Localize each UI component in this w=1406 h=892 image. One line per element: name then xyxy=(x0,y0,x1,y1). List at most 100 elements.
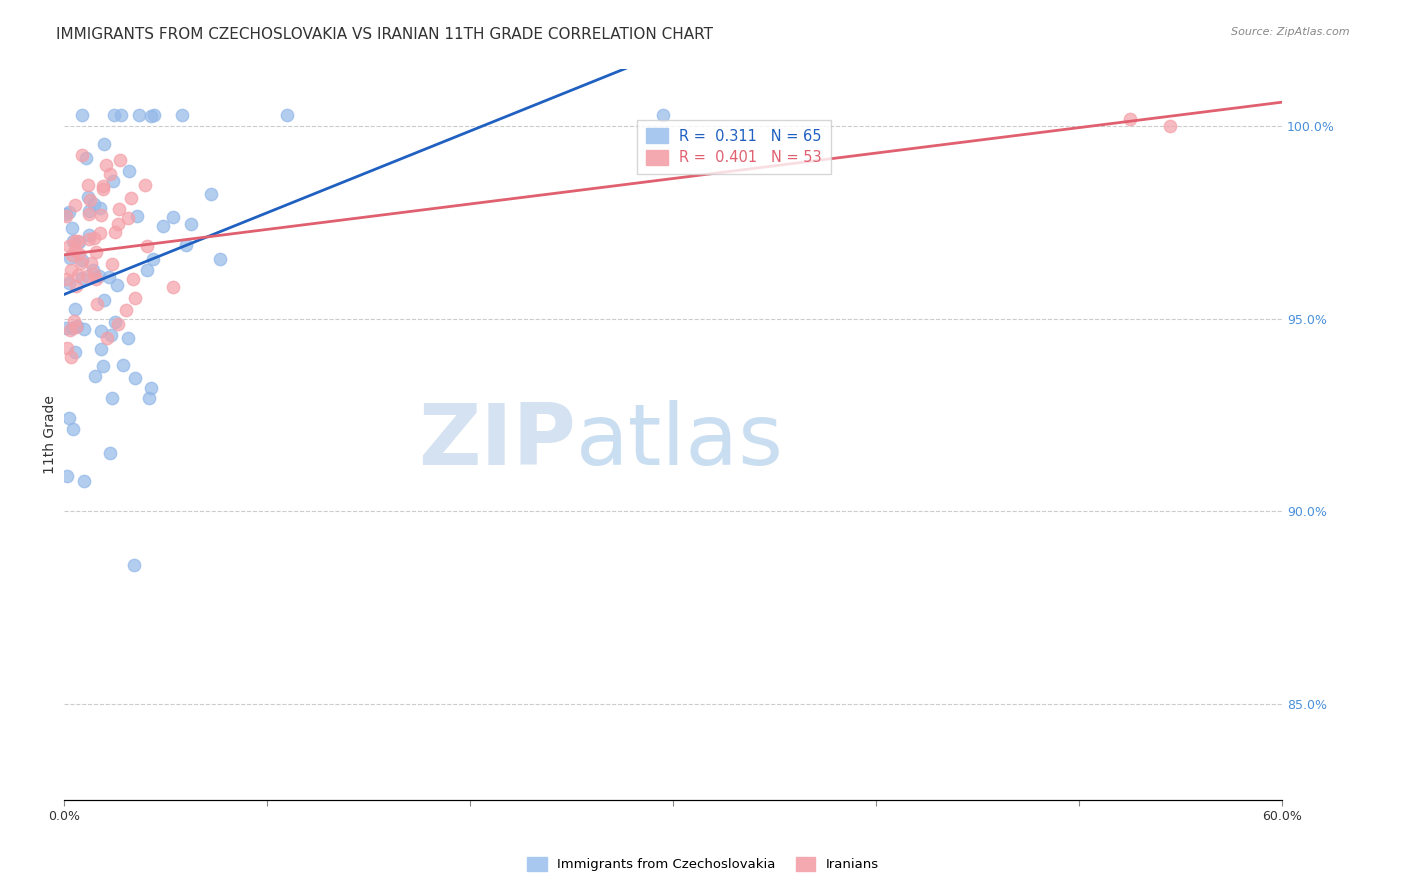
Point xyxy=(66,234,89,248)
Point xyxy=(70,108,93,122)
Point xyxy=(93,293,115,307)
Point xyxy=(83,197,105,211)
Point xyxy=(79,203,101,218)
Point xyxy=(83,267,105,281)
Point xyxy=(60,320,83,334)
Legend: Immigrants from Czechoslovakia, Iranians: Immigrants from Czechoslovakia, Iranians xyxy=(522,852,884,877)
Point xyxy=(104,226,127,240)
Point xyxy=(67,247,90,261)
Point xyxy=(80,256,103,270)
Point xyxy=(66,318,89,333)
Point xyxy=(104,315,127,329)
Point xyxy=(89,226,111,240)
Point xyxy=(122,272,145,286)
Text: ZIP: ZIP xyxy=(418,401,575,483)
Point xyxy=(105,277,128,292)
Point xyxy=(72,322,94,336)
Point xyxy=(124,370,146,384)
Point xyxy=(276,108,298,122)
Point xyxy=(55,272,77,286)
Point xyxy=(65,319,87,334)
Legend: R =  0.311   N = 65, R =  0.401   N = 53: R = 0.311 N = 65, R = 0.401 N = 53 xyxy=(637,120,831,174)
Point xyxy=(117,211,139,226)
Point xyxy=(107,317,129,331)
Point xyxy=(77,232,100,246)
Point xyxy=(59,251,82,265)
Point xyxy=(125,209,148,223)
Point xyxy=(84,369,107,384)
Point xyxy=(65,279,87,293)
Point xyxy=(134,178,156,193)
Point xyxy=(120,191,142,205)
Point xyxy=(65,234,87,248)
Point xyxy=(139,381,162,395)
Point xyxy=(107,217,129,231)
Point xyxy=(90,343,112,357)
Point xyxy=(152,219,174,234)
Point xyxy=(63,198,86,212)
Point xyxy=(84,272,107,286)
Text: IMMIGRANTS FROM CZECHOSLOVAKIA VS IRANIAN 11TH GRADE CORRELATION CHART: IMMIGRANTS FROM CZECHOSLOVAKIA VS IRANIA… xyxy=(56,27,713,42)
Point xyxy=(138,391,160,405)
Point xyxy=(117,331,139,345)
Point xyxy=(174,238,197,252)
Point xyxy=(93,136,115,151)
Point xyxy=(58,204,80,219)
Point xyxy=(77,207,100,221)
Point xyxy=(651,108,673,122)
Point xyxy=(67,268,90,283)
Text: atlas: atlas xyxy=(575,401,783,483)
Point xyxy=(91,179,114,194)
Point xyxy=(91,359,114,373)
Point xyxy=(59,262,82,277)
Point xyxy=(76,268,98,283)
Text: Source: ZipAtlas.com: Source: ZipAtlas.com xyxy=(1232,27,1350,37)
Point xyxy=(60,351,83,365)
Point xyxy=(55,207,77,221)
Point xyxy=(1159,120,1181,134)
Point xyxy=(91,181,114,195)
Point xyxy=(100,328,122,343)
Point xyxy=(107,202,129,216)
Point xyxy=(55,209,77,223)
Point xyxy=(82,263,104,277)
Point xyxy=(62,422,84,436)
Point xyxy=(101,257,124,271)
Point xyxy=(103,108,125,122)
Point xyxy=(83,231,105,245)
Point xyxy=(77,178,100,193)
Point xyxy=(79,194,101,208)
Point xyxy=(55,341,77,355)
Point xyxy=(63,244,86,258)
Y-axis label: 11th Grade: 11th Grade xyxy=(44,395,58,474)
Point xyxy=(136,238,159,252)
Point xyxy=(65,345,87,359)
Point xyxy=(111,358,134,372)
Point xyxy=(200,186,222,201)
Point xyxy=(90,324,112,338)
Point xyxy=(77,227,100,242)
Point xyxy=(162,210,184,224)
Point xyxy=(208,252,231,266)
Point xyxy=(118,164,141,178)
Point xyxy=(128,108,150,122)
Point xyxy=(55,321,77,335)
Point xyxy=(70,252,93,267)
Point xyxy=(122,558,145,572)
Point xyxy=(65,302,87,317)
Point xyxy=(87,268,110,283)
Point xyxy=(101,174,124,188)
Point xyxy=(75,151,97,165)
Point xyxy=(86,297,108,311)
Point xyxy=(124,291,146,305)
Point xyxy=(86,245,108,260)
Point xyxy=(96,331,118,345)
Point xyxy=(141,109,163,123)
Point xyxy=(58,276,80,290)
Point xyxy=(62,234,84,248)
Point xyxy=(70,270,93,285)
Point xyxy=(98,446,121,460)
Point xyxy=(136,263,159,277)
Point xyxy=(60,248,83,262)
Point xyxy=(94,158,117,172)
